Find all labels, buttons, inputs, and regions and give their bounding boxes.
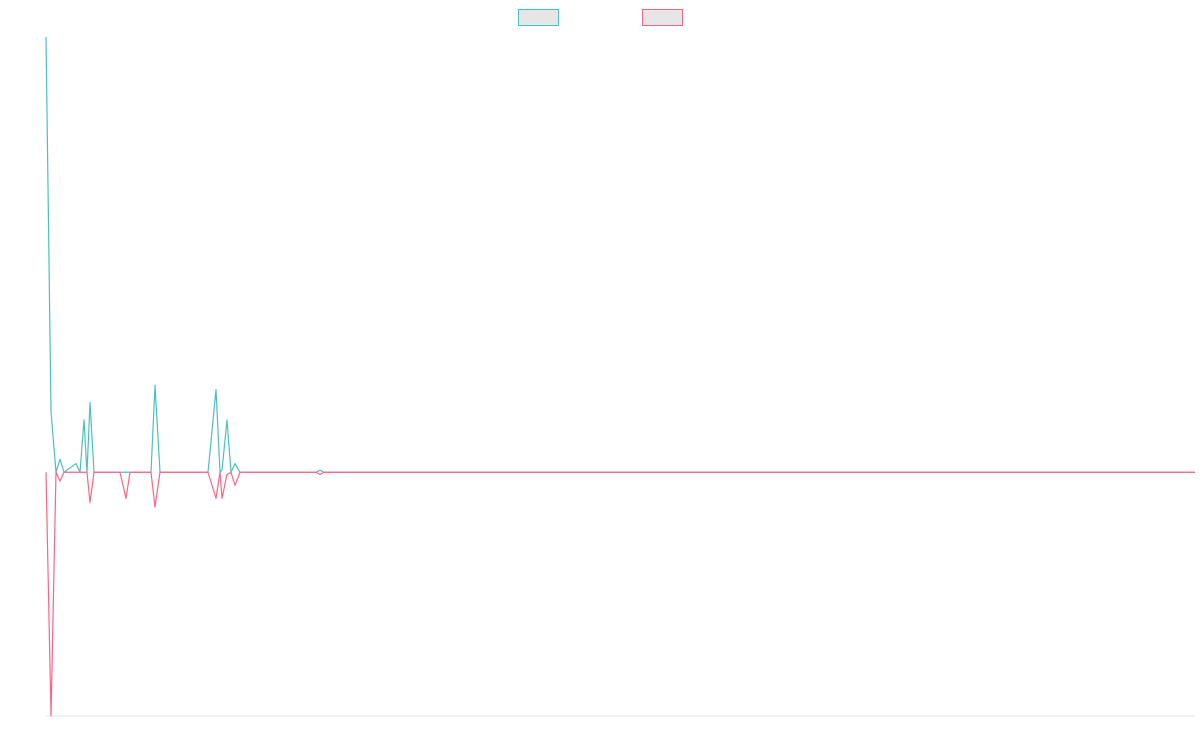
legend-swatch — [642, 9, 683, 26]
series-line — [45, 471, 1195, 717]
legend-swatch — [518, 9, 559, 26]
series-line — [45, 36, 1195, 473]
